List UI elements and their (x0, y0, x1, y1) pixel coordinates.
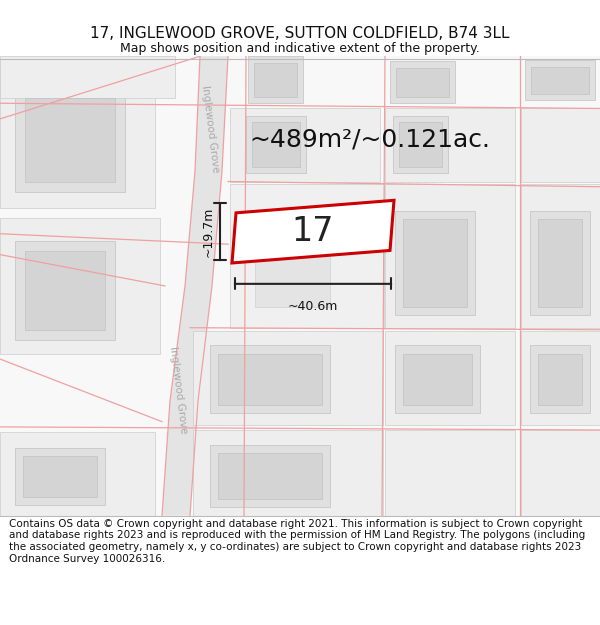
Text: Inglewood Grove: Inglewood Grove (167, 346, 188, 434)
Bar (521, 430, 600, 516)
Bar (218, 453, 322, 499)
Bar (538, 219, 582, 307)
Bar (254, 62, 297, 97)
Bar (210, 444, 330, 508)
Bar (538, 354, 582, 405)
Bar (0, 61, 155, 208)
Bar (385, 331, 515, 425)
Bar (0, 218, 160, 354)
Bar (521, 184, 600, 328)
Bar (399, 122, 442, 167)
Bar (385, 430, 515, 516)
Bar (385, 109, 515, 181)
Text: ~40.6m: ~40.6m (288, 299, 338, 312)
Bar (525, 61, 595, 100)
Bar (0, 56, 175, 98)
Bar (193, 331, 383, 425)
Text: 17: 17 (292, 215, 334, 248)
Bar (0, 432, 155, 516)
Bar (15, 448, 105, 505)
Bar (530, 346, 590, 413)
Bar (385, 184, 515, 328)
Bar (530, 211, 590, 315)
Bar (403, 219, 467, 307)
Text: ~489m²/~0.121ac.: ~489m²/~0.121ac. (250, 127, 491, 152)
Polygon shape (232, 201, 394, 263)
Bar (390, 61, 455, 103)
Bar (255, 213, 330, 307)
Bar (521, 109, 600, 181)
Bar (218, 354, 322, 405)
Bar (25, 251, 105, 330)
Bar (393, 116, 448, 173)
Bar (230, 109, 380, 181)
Text: Contains OS data © Crown copyright and database right 2021. This information is : Contains OS data © Crown copyright and d… (9, 519, 585, 564)
Text: ~19.7m: ~19.7m (202, 206, 215, 257)
Bar (230, 184, 384, 328)
Bar (395, 211, 475, 315)
Bar (521, 331, 600, 425)
Bar (23, 456, 97, 497)
Bar (403, 354, 472, 405)
Bar (210, 346, 330, 413)
Bar (15, 88, 125, 192)
Bar (193, 430, 383, 516)
Text: Inglewood Grove: Inglewood Grove (200, 85, 220, 174)
Bar (531, 67, 589, 94)
Bar (396, 68, 449, 97)
Bar (252, 122, 300, 167)
Polygon shape (162, 56, 228, 516)
Bar (25, 98, 115, 181)
Text: 17, INGLEWOOD GROVE, SUTTON COLDFIELD, B74 3LL: 17, INGLEWOOD GROVE, SUTTON COLDFIELD, B… (90, 26, 510, 41)
Bar (248, 56, 303, 103)
Bar (395, 346, 480, 413)
Bar (15, 241, 115, 340)
Bar (246, 116, 306, 173)
Text: Map shows position and indicative extent of the property.: Map shows position and indicative extent… (120, 42, 480, 54)
